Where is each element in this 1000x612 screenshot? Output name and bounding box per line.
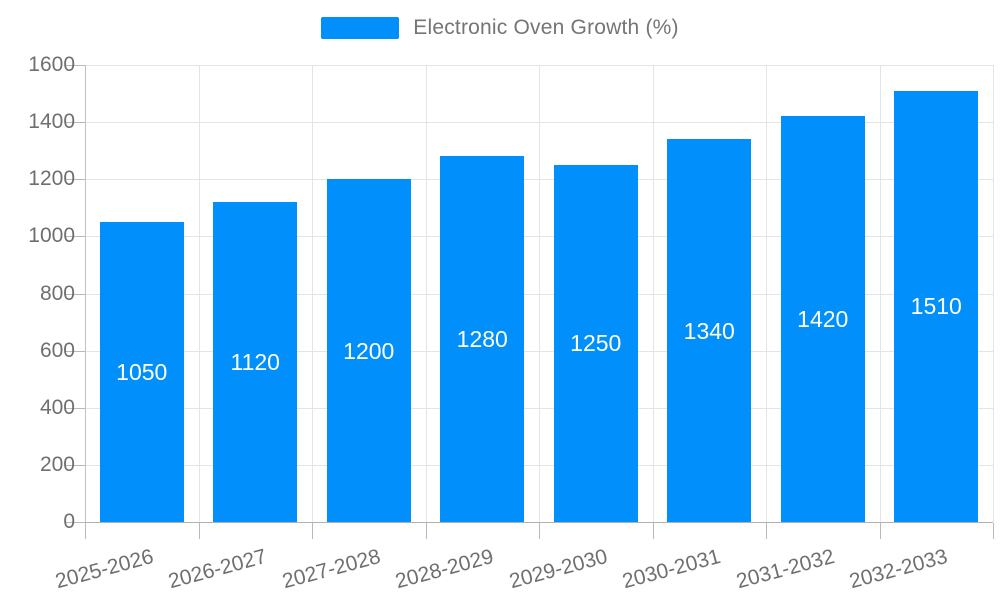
y-axis-line	[85, 65, 86, 522]
x-axis-tick	[312, 523, 313, 539]
y-axis-tick	[66, 65, 85, 66]
bar[interactable]: 1120	[213, 202, 298, 522]
bar[interactable]: 1420	[780, 116, 865, 522]
y-axis-tick-label: 200	[39, 452, 75, 476]
gridline-vertical	[425, 65, 427, 522]
bar[interactable]: 1050	[99, 222, 184, 522]
bar-value-label: 1510	[910, 293, 962, 320]
gridline-vertical	[879, 65, 881, 522]
x-axis-tick	[993, 523, 994, 539]
y-axis-tick	[66, 350, 85, 352]
gridline-vertical	[993, 65, 994, 522]
bar-value-label: 1280	[456, 326, 508, 353]
bar-value-label: 1050	[116, 359, 168, 386]
y-axis-tick-label: 800	[39, 281, 75, 305]
legend-marker-swatch	[321, 17, 400, 39]
y-axis-tick	[66, 293, 85, 295]
y-axis-tick-label: 1000	[28, 224, 75, 248]
bar[interactable]: 1250	[553, 164, 638, 522]
bar[interactable]: 1280	[440, 156, 525, 522]
y-axis-tick	[66, 122, 85, 124]
y-axis-tick-label: 1200	[28, 167, 75, 191]
x-axis-tick	[425, 523, 427, 539]
x-axis-tick	[85, 523, 86, 539]
x-axis-tick	[539, 523, 540, 539]
y-axis-tick	[66, 522, 85, 523]
bar-value-label: 1340	[683, 317, 735, 344]
bar[interactable]: 1340	[667, 139, 752, 522]
y-axis-tick	[66, 236, 85, 238]
legend-item[interactable]: Electronic Oven Growth (%)	[0, 16, 1000, 40]
x-axis-tick	[198, 523, 200, 539]
y-axis-tick-label: 0	[63, 510, 75, 533]
bar[interactable]: 1510	[894, 90, 979, 522]
gridline-vertical	[312, 65, 313, 522]
y-axis-tick-label: 400	[39, 395, 75, 419]
legend-label: Electronic Oven Growth (%)	[413, 16, 679, 39]
gridline-vertical	[766, 65, 767, 522]
gridline-vertical	[198, 65, 200, 522]
gridline-vertical	[539, 65, 540, 522]
x-axis-line	[85, 522, 993, 523]
bar-value-label: 1250	[570, 330, 622, 357]
bar[interactable]: 1200	[326, 179, 411, 522]
x-axis-tick	[652, 523, 654, 539]
x-axis-tick	[766, 523, 767, 539]
x-axis-tick	[879, 523, 881, 539]
bar-value-label: 1420	[797, 306, 849, 333]
gridline-vertical	[652, 65, 654, 522]
y-axis-tick-label: 1600	[28, 53, 75, 76]
y-axis-tick-label: 1400	[28, 110, 75, 134]
bar-value-label: 1200	[343, 337, 395, 364]
bar-value-label: 1120	[230, 349, 280, 376]
y-axis-tick	[66, 179, 85, 181]
y-axis-tick	[66, 464, 85, 466]
y-axis-tick-label: 600	[39, 338, 75, 362]
y-axis-tick	[66, 407, 85, 409]
